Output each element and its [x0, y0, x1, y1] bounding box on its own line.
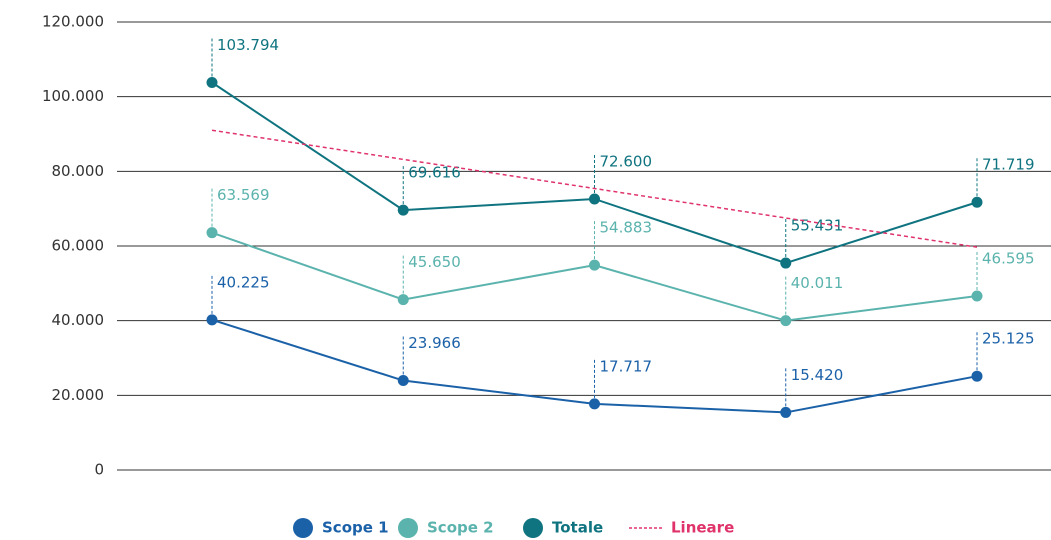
point — [780, 315, 792, 327]
y-tick-label: 20.000 — [52, 386, 105, 404]
data-label: 72.600 — [600, 152, 653, 170]
legend-label: Scope 2 — [427, 519, 494, 537]
legend-swatch — [523, 518, 543, 538]
y-tick-label: 100.000 — [42, 87, 104, 105]
data-label: 17.717 — [600, 357, 653, 375]
point — [397, 375, 409, 387]
point — [971, 196, 983, 208]
data-label: 45.650 — [408, 253, 461, 271]
data-label: 63.569 — [217, 186, 270, 204]
point — [589, 259, 600, 271]
data-label: 69.616 — [408, 164, 461, 182]
point — [971, 290, 983, 302]
data-label: 23.966 — [408, 334, 461, 352]
legend-label: Scope 1 — [322, 519, 389, 537]
point — [397, 294, 409, 306]
legend-label: Lineare — [671, 519, 734, 537]
point — [206, 227, 218, 239]
point — [206, 314, 218, 326]
y-tick-label: 60.000 — [52, 237, 105, 255]
data-label: 15.420 — [791, 366, 844, 384]
legend-swatch — [293, 518, 313, 538]
data-label: 46.595 — [982, 250, 1035, 268]
point — [780, 257, 792, 269]
point — [589, 193, 600, 205]
data-label: 103.794 — [217, 36, 279, 54]
data-label: 71.719 — [982, 156, 1035, 174]
point — [206, 77, 218, 89]
data-label: 40.011 — [791, 274, 844, 292]
point — [589, 398, 600, 410]
y-tick-label: 0 — [94, 461, 104, 479]
point — [971, 370, 983, 382]
y-tick-label: 80.000 — [52, 162, 105, 180]
trend-line — [211, 129, 978, 248]
data-label: 40.225 — [217, 273, 270, 291]
point — [397, 204, 409, 216]
data-label: 25.125 — [982, 330, 1035, 348]
legend-swatch — [398, 518, 418, 538]
point — [780, 406, 792, 418]
y-tick-label: 40.000 — [52, 311, 105, 329]
legend-label: Totale — [552, 519, 603, 537]
data-label: 54.883 — [600, 219, 653, 237]
y-tick-label: 120.000 — [42, 13, 104, 31]
